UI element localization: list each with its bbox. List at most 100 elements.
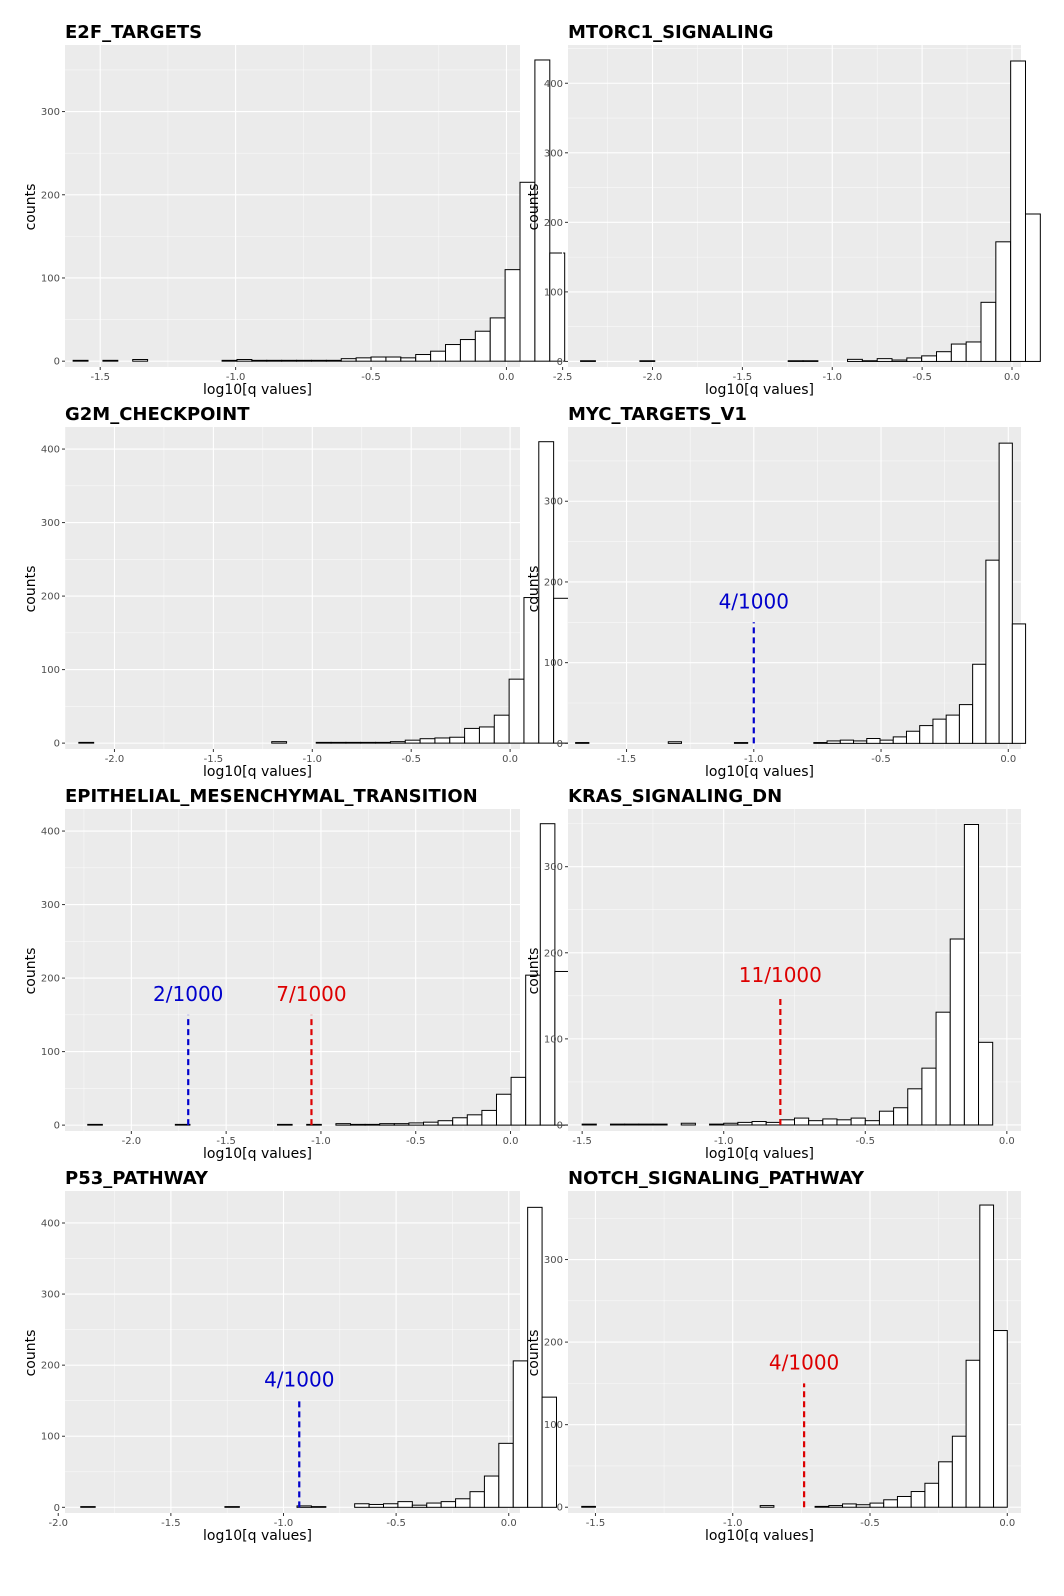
histogram-bar	[950, 343, 967, 362]
histogram-bar	[869, 1502, 885, 1508]
x-tick-label: -1.0	[822, 372, 842, 383]
x-tick-label: -2.0	[48, 1518, 68, 1529]
annotation-label: 7/1000	[276, 982, 346, 1006]
histogram-bar	[751, 1121, 767, 1126]
y-tick-label: 300	[41, 107, 60, 118]
histogram-bar	[998, 442, 1013, 744]
histogram-bar	[893, 1107, 909, 1126]
x-tick-label: -0.5	[386, 1518, 406, 1529]
y-tick-label: 100	[544, 658, 563, 669]
x-axis-title: log10[q values]	[203, 764, 312, 780]
histogram-bar	[779, 1119, 795, 1126]
y-tick-label: 0	[557, 1120, 563, 1131]
histogram-bar	[919, 725, 934, 744]
x-tick-label: -0.5	[871, 754, 891, 765]
y-tick-label: 300	[41, 518, 60, 529]
chart-panel-2: -2.5 -2.0 -1.5 -1.0 -0.5 0.0 0 100 200 300 400 MTOR…	[526, 22, 1041, 398]
histogram-bar	[495, 1093, 512, 1126]
histogram-bar	[87, 1123, 103, 1126]
annotation-label: 2/1000	[153, 982, 223, 1006]
histogram-bar	[580, 360, 596, 362]
histogram-bar	[330, 741, 347, 744]
histogram-bar	[892, 736, 907, 744]
x-tick-label: -2.0	[122, 1136, 142, 1147]
histogram-bar	[876, 358, 893, 362]
x-tick-label: -1.5	[572, 1136, 592, 1147]
histogram-bar	[408, 1122, 425, 1126]
y-tick-label: 0	[54, 739, 60, 750]
y-tick-label: 300	[41, 1290, 60, 1301]
x-tick-label: -1.5	[617, 754, 637, 765]
y-tick-label: 0	[557, 739, 563, 750]
x-tick-label: -1.0	[714, 1136, 734, 1147]
histogram-bar	[822, 1118, 838, 1126]
histogram-bar	[575, 742, 590, 744]
histogram-bar	[469, 1491, 485, 1508]
x-tick-label: -1.0	[303, 754, 323, 765]
x-tick-label: -0.5	[361, 372, 381, 383]
histogram-bar	[419, 738, 436, 744]
histogram-bar	[936, 351, 952, 362]
histogram-bar	[896, 1495, 912, 1508]
histogram-bar	[963, 823, 980, 1126]
histogram-bar	[787, 360, 804, 362]
histogram-bar	[481, 1109, 497, 1126]
histogram-bar	[979, 1204, 995, 1508]
x-tick-label: 0.0	[1000, 754, 1016, 765]
histogram-bar	[861, 360, 878, 362]
histogram-bar	[493, 714, 510, 744]
y-tick-label: 0	[54, 1121, 60, 1132]
x-tick-label: -0.5	[860, 1518, 880, 1529]
chart-panel-8: 4/1000 -1.5 -1.0 -0.5 0.0 0 100 200 300 NOTCH_SIG…	[526, 1168, 1021, 1544]
histogram-bar	[404, 739, 421, 744]
histogram-bar	[251, 359, 268, 362]
histogram-bar	[306, 1123, 322, 1126]
histogram-bar	[891, 359, 908, 362]
histogram-bar	[411, 1504, 428, 1508]
histogram-bar	[978, 1041, 994, 1126]
y-axis-title: counts	[23, 948, 39, 995]
x-tick-label: -1.0	[274, 1518, 294, 1529]
y-tick-label: 200	[544, 218, 563, 229]
chart-panel-4: 4/1000 -1.5 -1.0 -0.5 0.0 0 100 200 300 MYC_TARGE…	[526, 404, 1027, 780]
histogram-bar	[452, 1117, 468, 1126]
x-tick-label: -1.5	[161, 1518, 181, 1529]
histogram-bar	[350, 1123, 366, 1126]
histogram-bar	[174, 1123, 191, 1126]
histogram-bar	[375, 741, 391, 744]
annotation-label: 4/1000	[769, 1350, 839, 1374]
chart-panel-5: 2/1000 7/1000 -2.0 -1.5 -1.0 -0.5 0.0 0 100 200 30…	[23, 786, 570, 1162]
histogram-bar	[354, 1503, 370, 1508]
histogram-bar	[945, 714, 960, 744]
y-tick-label: 100	[41, 1047, 60, 1058]
histogram-bar	[1010, 60, 1026, 362]
histogram-bar	[802, 360, 819, 362]
histogram-bar	[510, 1076, 527, 1126]
panel-background	[65, 427, 520, 749]
chart-panel-7: 4/1000 -2.0 -1.5 -1.0 -0.5 0.0 0 100 200 300 400 P5…	[23, 1168, 557, 1544]
y-tick-label: 200	[41, 1361, 60, 1372]
histogram-bar	[525, 974, 541, 1126]
y-tick-label: 100	[41, 665, 60, 676]
histogram-bar	[224, 1506, 240, 1508]
histogram-bar	[379, 1123, 395, 1126]
histogram-bar	[995, 241, 1012, 362]
histogram-bar	[383, 1503, 399, 1508]
histogram-bar	[478, 726, 495, 744]
y-tick-label: 200	[544, 948, 563, 959]
histogram-bar	[132, 359, 149, 362]
histogram-bar	[360, 741, 377, 744]
x-tick-label: -2.5	[553, 372, 573, 383]
y-tick-label: 300	[544, 1255, 563, 1266]
histogram-bar	[534, 59, 551, 362]
histogram-bar	[78, 741, 95, 744]
histogram-bar	[965, 1359, 981, 1508]
histogram-bar	[965, 341, 982, 362]
histogram-bar	[335, 1123, 352, 1126]
x-axis-title: log10[q values]	[705, 382, 814, 398]
histogram-bar	[483, 1475, 500, 1508]
y-tick-label: 200	[41, 974, 60, 985]
x-tick-label: -1.5	[216, 1136, 236, 1147]
histogram-bar	[906, 357, 923, 362]
